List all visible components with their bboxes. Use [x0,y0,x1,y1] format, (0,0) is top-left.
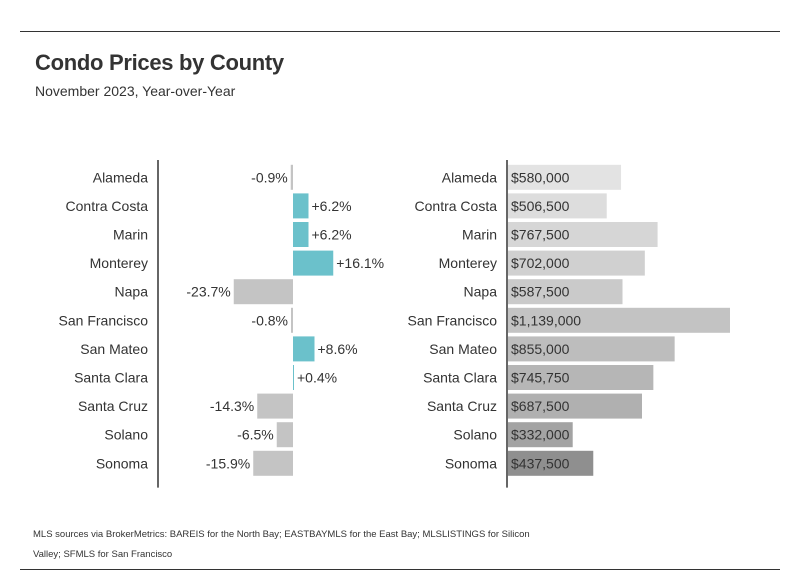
pct-bar-alameda [290,164,293,190]
price-category-label-santa-cruz: Santa Cruz [427,398,497,414]
pct-bar-santa-clara [293,365,294,390]
pct-data-label-napa: -23.7% [186,284,230,300]
bottom-rule [20,569,780,570]
price-data-label-alameda: $580,000 [511,169,570,185]
price-bar-marin [508,222,658,247]
pct-bar-solano [276,422,293,448]
price-data-label-sonoma: $437,500 [511,455,570,471]
pct-data-label-solano: -6.5% [237,427,274,443]
price-bar-santa-cruz [508,393,642,419]
pct-category-label-santa-cruz: Santa Cruz [78,398,148,414]
pct-category-label-napa: Napa [115,284,149,300]
pct-bar-contra-costa [293,193,309,219]
price-category-label-solano: Solano [453,427,497,443]
price-bar-contra-costa [508,193,607,219]
price-data-label-monterey: $702,000 [511,255,570,271]
pct-bar-monterey [293,250,334,276]
chart-subtitle: November 2023, Year-over-Year [35,83,236,99]
pct-category-label-marin: Marin [113,227,148,243]
pct-category-label-alameda: Alameda [93,169,148,185]
price-data-label-solano: $332,000 [511,427,570,443]
price-category-label-alameda: Alameda [442,169,497,185]
price-data-label-napa: $587,500 [511,284,570,300]
source-note: MLS sources via BrokerMetrics: BAREIS fo… [33,529,530,560]
pct-category-label-san-mateo: San Mateo [80,341,148,357]
pct-bar-san-francisco [291,307,293,333]
pct-category-label-contra-costa: Contra Costa [66,198,149,214]
price-data-label-santa-cruz: $687,500 [511,398,570,414]
price-category-label-sonoma: Sonoma [445,455,497,471]
price-bar-alameda [508,164,622,190]
pct-data-label-santa-cruz: -14.3% [210,398,254,414]
pct-data-label-marin: +6.2% [312,227,352,243]
price-data-label-contra-costa: $506,500 [511,198,570,214]
price-bar-solano [508,422,573,448]
price-category-label-napa: Napa [464,284,498,300]
price-data-label-santa-clara: $745,750 [511,370,570,386]
pct-data-label-contra-costa: +6.2% [312,198,352,214]
price-category-label-marin: Marin [462,227,497,243]
pct-bar-napa [233,279,293,305]
pct-bar-santa-cruz [257,393,293,419]
price-bar-napa [508,279,623,305]
top-rule [20,31,780,32]
price-category-label-san-mateo: San Mateo [429,341,497,357]
pct-category-label-sonoma: Sonoma [96,455,148,471]
price-data-label-san-francisco: $1,139,000 [511,312,581,328]
price-data-label-marin: $767,500 [511,227,570,243]
pct-category-label-santa-clara: Santa Clara [74,370,148,386]
pct-data-label-alameda: -0.9% [251,169,288,185]
pct-bar-marin [293,222,309,247]
pct-data-label-monterey: +16.1% [336,255,384,271]
pct-data-label-san-francisco: -0.8% [251,312,288,328]
price-bar-sonoma [508,450,594,476]
price-bar-monterey [508,250,645,276]
chart-title: Condo Prices by County [35,50,284,75]
pct-category-label-san-francisco: San Francisco [59,312,149,328]
price-category-label-monterey: Monterey [439,255,497,271]
pct-category-label-solano: Solano [104,427,148,443]
pct-category-label-monterey: Monterey [90,255,148,271]
price-category-label-san-francisco: San Francisco [408,312,498,328]
pct-bar-sonoma [253,450,293,476]
pct-data-label-santa-clara: +0.4% [297,370,337,386]
pct-bar-san-mateo [293,336,315,362]
price-data-label-san-mateo: $855,000 [511,341,570,357]
price-bar-san-francisco [508,307,730,333]
pct-data-label-sonoma: -15.9% [206,455,250,471]
price-category-label-contra-costa: Contra Costa [415,198,498,214]
price-bar-san-mateo [508,336,675,362]
pct-data-label-san-mateo: +8.6% [318,341,358,357]
price-bar-santa-clara [508,365,654,390]
price-category-label-santa-clara: Santa Clara [423,370,497,386]
